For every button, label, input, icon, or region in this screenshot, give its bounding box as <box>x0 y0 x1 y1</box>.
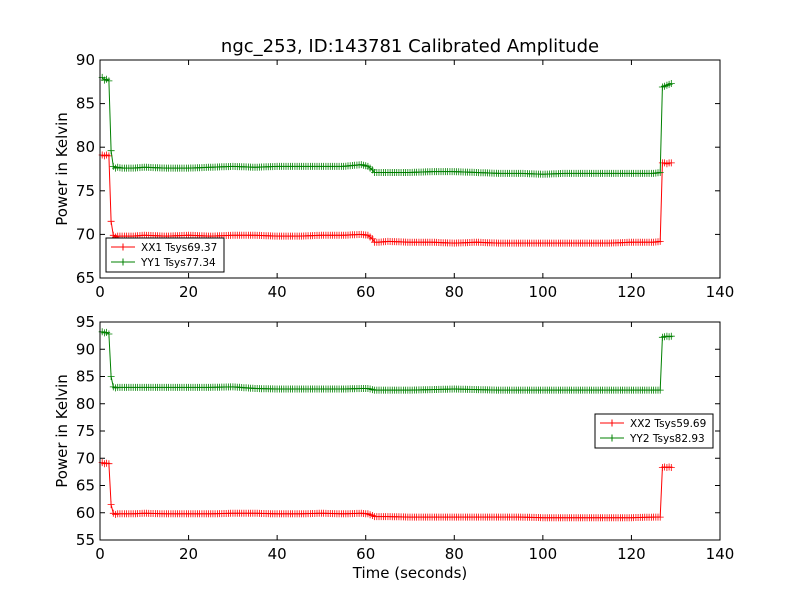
top-legend-red-label: XX1 Tsys69.37 <box>141 242 217 254</box>
plot-top: 0 20 40 60 80 100 120 140 65 70 75 80 85 90 XX1 Tsys69… <box>76 51 734 301</box>
bottom-legend-red-marker <box>608 419 616 427</box>
top-x-tick-label: 60 <box>356 283 375 301</box>
x-axis-label: Time (seconds) <box>352 564 468 582</box>
top-y-tick-label: 70 <box>76 225 95 243</box>
top-x-tick-label: 40 <box>268 283 287 301</box>
chart-title: ngc_253, ID:143781 Calibrated Amplitude <box>221 36 599 57</box>
top-series-green-markers <box>98 73 675 178</box>
bottom-x-tick-label: 100 <box>529 545 558 563</box>
bottom-y-tick-label: 70 <box>76 449 95 467</box>
top-y-tick-label: 85 <box>76 95 95 113</box>
top-axes-frame <box>99 59 721 279</box>
bottom-y-tick-label: 80 <box>76 395 95 413</box>
top-y-tick-label: 65 <box>76 269 95 287</box>
bottom-y-tick-label: 75 <box>76 422 95 440</box>
top-y-tick-label: 75 <box>76 182 95 200</box>
top-x-tick-label: 0 <box>95 283 105 301</box>
top-x-tick-label: 120 <box>617 283 646 301</box>
top-y-tick-label: 90 <box>76 51 95 69</box>
bottom-legend-red-label: XX2 Tsys59.69 <box>630 418 706 430</box>
top-x-tick-label: 100 <box>529 283 558 301</box>
bottom-y-tick-label: 60 <box>76 504 95 522</box>
bottom-series-red-markers <box>98 459 675 522</box>
bottom-x-tick-label: 140 <box>706 545 735 563</box>
top-legend-box <box>105 237 225 273</box>
top-legend-green-label: YY1 Tsys77.34 <box>140 257 216 269</box>
bottom-y-tick-label: 95 <box>76 313 95 331</box>
bottom-x-tick-label: 120 <box>617 545 646 563</box>
bottom-x-tick-label: 0 <box>95 545 105 563</box>
bottom-x-tick-label: 60 <box>356 545 375 563</box>
top-legend-green-marker <box>119 258 127 266</box>
bottom-x-tick-label: 80 <box>445 545 464 563</box>
top-y-tick-label: 80 <box>76 138 95 156</box>
bottom-legend-box <box>594 413 714 449</box>
bottom-legend-green-marker <box>608 434 616 442</box>
bottom-legend-green-label: YY2 Tsys82.93 <box>629 433 705 445</box>
top-legend-red-marker <box>119 243 127 251</box>
bottom-y-tick-label: 55 <box>76 531 95 549</box>
bottom-series-green-markers <box>98 328 675 394</box>
plot-bottom: 0 20 40 60 80 100 120 140 55 60 65 70 75 80 85 90 95 XX2 … <box>76 313 734 563</box>
bottom-y-tick-label: 65 <box>76 477 95 495</box>
bottom-x-tick-label: 20 <box>179 545 198 563</box>
bottom-y-axis-label: Power in Kelvin <box>53 374 71 488</box>
bottom-y-tick-label: 90 <box>76 340 95 358</box>
top-series-red-markers <box>98 151 675 247</box>
top-x-tick-label: 20 <box>179 283 198 301</box>
top-y-axis-label: Power in Kelvin <box>53 112 71 226</box>
bottom-x-tick-label: 40 <box>268 545 287 563</box>
top-x-tick-label: 80 <box>445 283 464 301</box>
bottom-y-tick-label: 85 <box>76 368 95 386</box>
top-x-tick-label: 140 <box>706 283 735 301</box>
